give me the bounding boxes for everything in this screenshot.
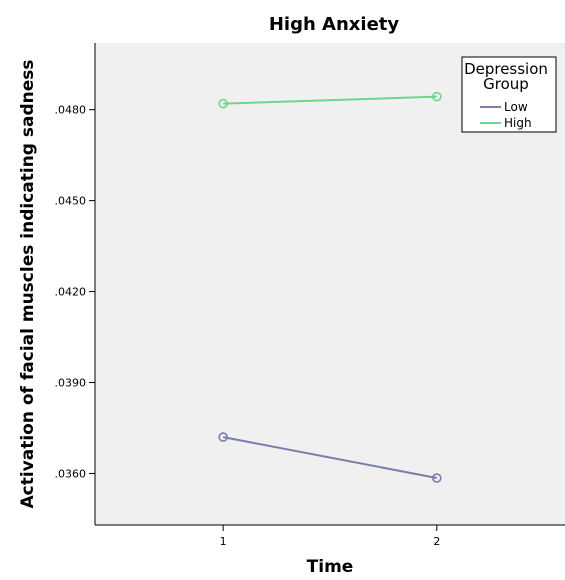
- legend-entries: Low High: [480, 100, 532, 130]
- data-point-low: [218, 432, 228, 442]
- legend-box: [461, 56, 557, 133]
- data-point-high: [218, 98, 228, 109]
- legend: Depression Group Low High: [461, 56, 557, 133]
- legend-label-low: Low: [504, 100, 528, 114]
- data-point-low: [432, 473, 442, 483]
- x-axis-label: Time: [307, 557, 354, 576]
- legend-title-line1: Depression: [464, 60, 548, 78]
- y-tick-label: .0390: [55, 377, 87, 390]
- series-line-low: [222, 436, 438, 479]
- series-group: [218, 91, 442, 483]
- x-tick-label: 2: [433, 535, 440, 548]
- chart-title: High Anxiety: [269, 14, 400, 35]
- y-axis-label: Activation of facial muscles indicating …: [18, 59, 38, 508]
- series-line-high: [223, 95, 437, 105]
- data-point-high: [432, 91, 442, 102]
- x-tick-label: 1: [220, 535, 227, 548]
- legend-label-high: High: [504, 116, 532, 130]
- y-ticks: .0360 .0390 .0420 .0450 .0480: [55, 104, 95, 480]
- y-tick-label: .0420: [55, 286, 87, 299]
- y-tick-label: .0450: [55, 195, 87, 208]
- y-tick-label: .0480: [55, 104, 87, 117]
- legend-title-line2: Group: [483, 75, 529, 93]
- y-tick-label: .0360: [55, 467, 87, 480]
